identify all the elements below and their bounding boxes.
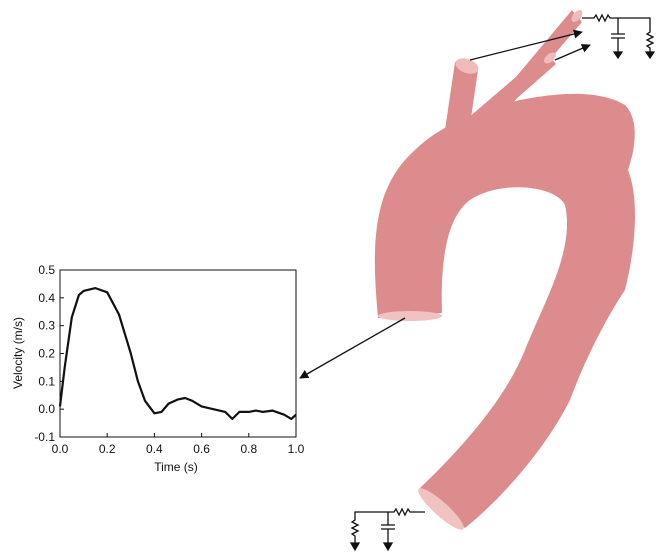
circuit-bottom — [351, 509, 425, 550]
y-tick-label: 0.2 — [38, 347, 55, 361]
velocity-line — [60, 288, 296, 419]
y-tick-label: 0.1 — [38, 374, 55, 388]
circuit-top — [582, 15, 654, 58]
aorta-model — [375, 8, 635, 534]
y-tick-label: 0.5 — [38, 263, 55, 277]
y-tick-label: 0.3 — [38, 319, 55, 333]
y-tick-label: 0.4 — [38, 291, 55, 305]
y-tick-label: 0.0 — [38, 402, 55, 416]
x-tick-label: 1.0 — [288, 442, 305, 456]
x-axis-title: Time (s) — [154, 460, 198, 474]
y-axis-title: Velocity (m/s) — [11, 317, 25, 389]
x-tick-label: 0.0 — [52, 442, 69, 456]
x-tick-label: 0.4 — [146, 442, 163, 456]
x-tick-label: 0.8 — [240, 442, 257, 456]
figure: Time (s) Velocity (m/s) -0.10.00.10.20.3… — [0, 0, 657, 555]
x-tick-label: 0.6 — [193, 442, 210, 456]
x-tick-label: 0.2 — [99, 442, 116, 456]
